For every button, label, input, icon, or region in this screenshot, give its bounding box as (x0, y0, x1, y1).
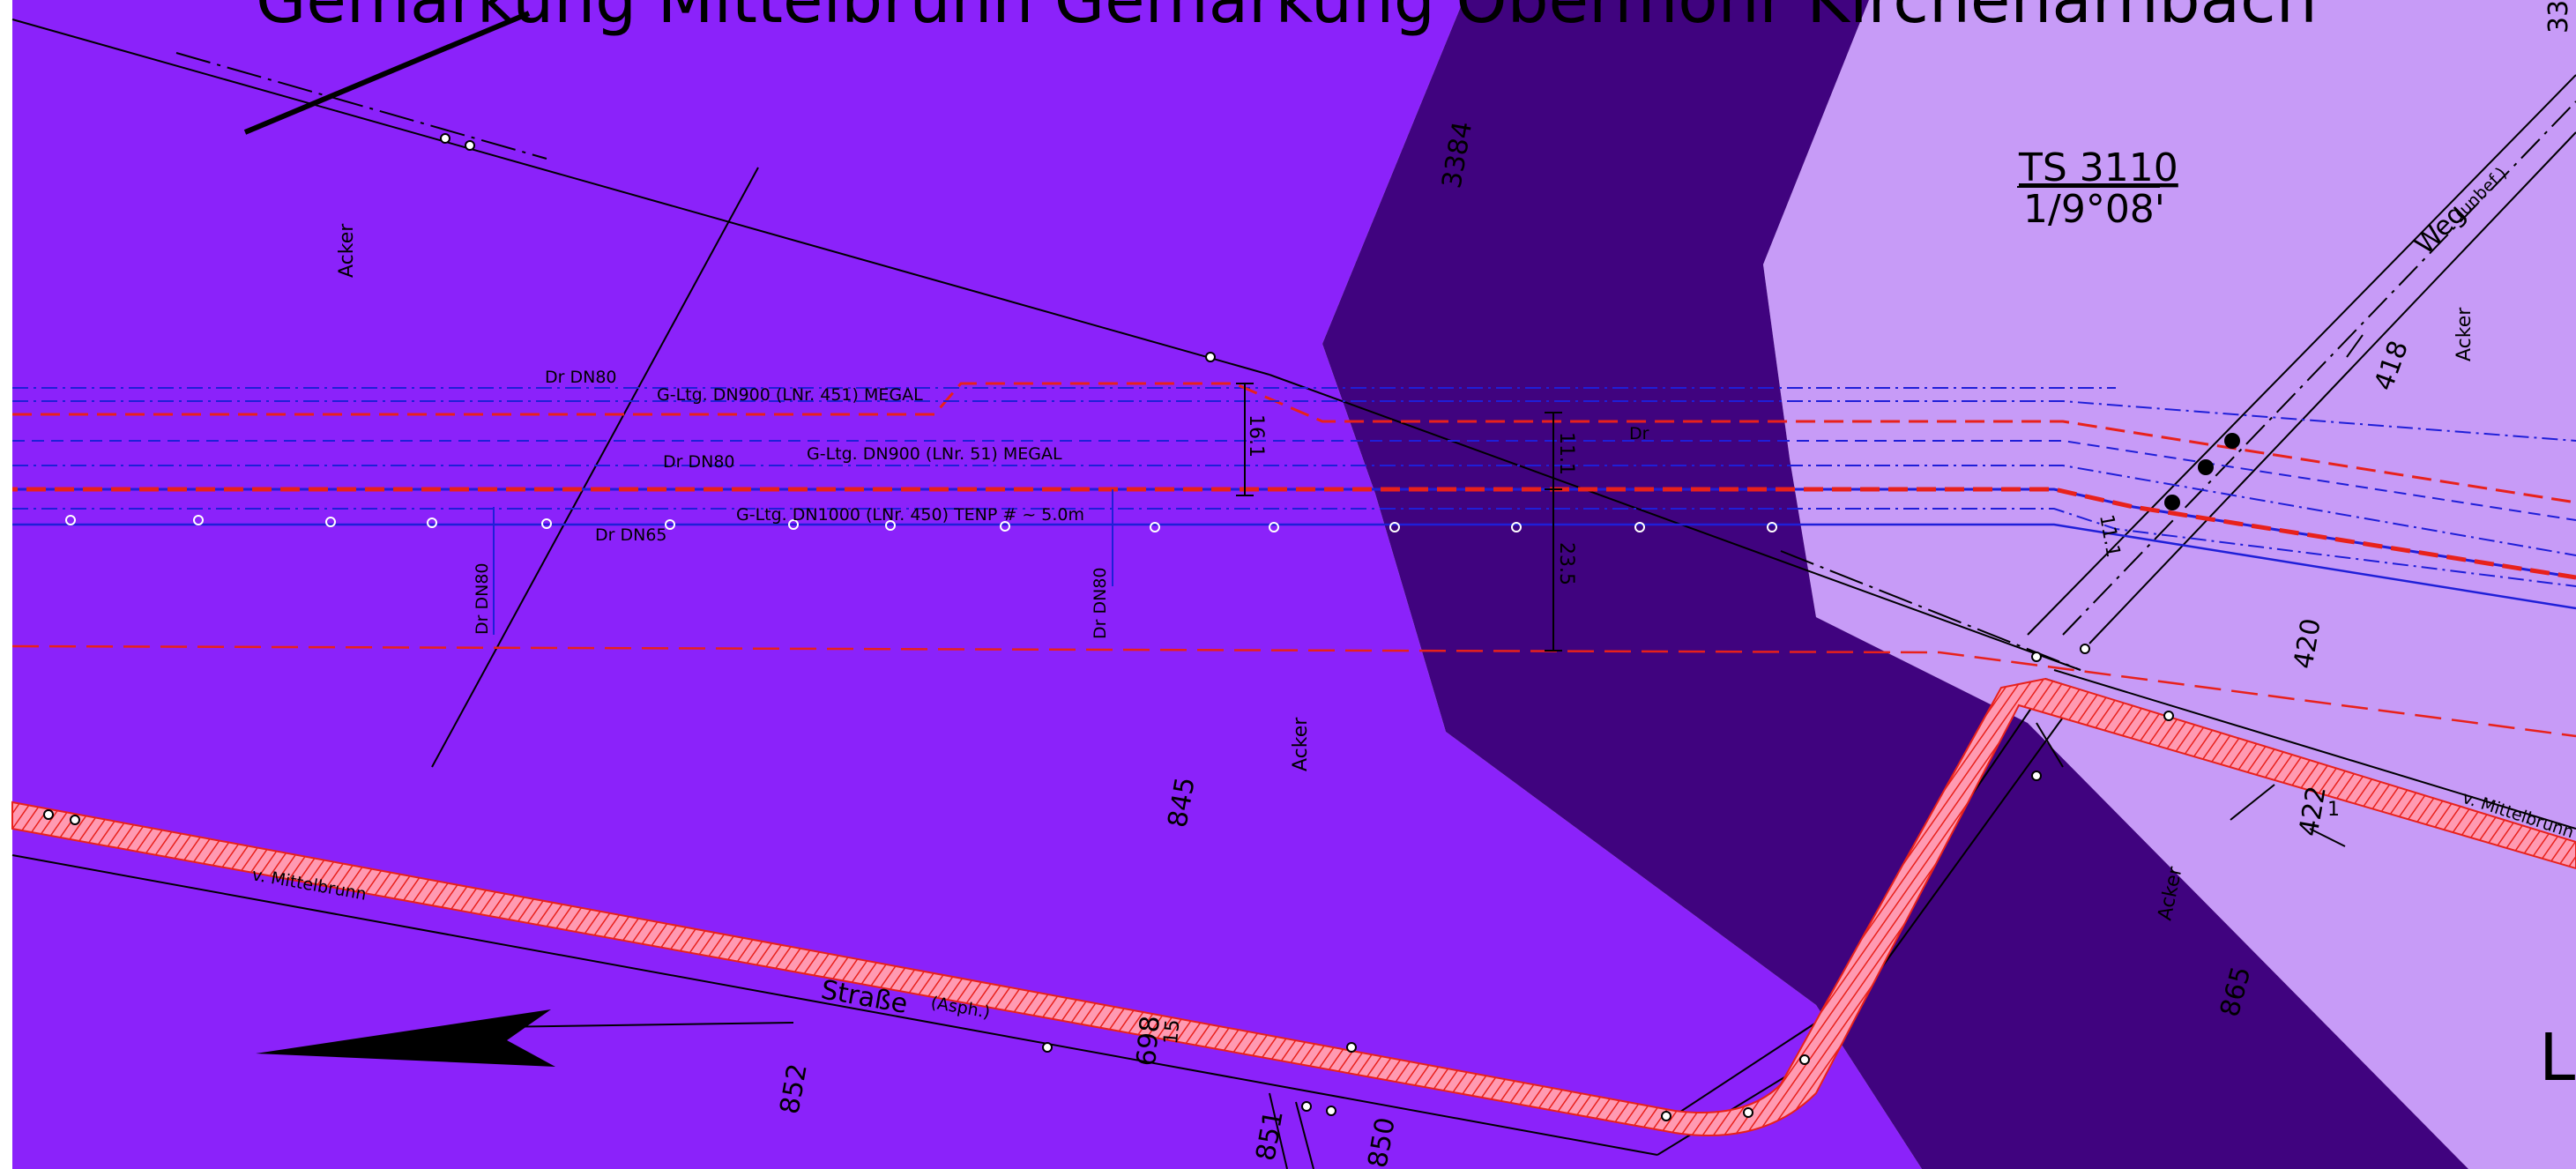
label-dr-dn80-mid: Dr DN80 (663, 452, 735, 472)
crossing-angle: 1/9°08' (2023, 187, 2165, 232)
parcel-698: 698 (1131, 1015, 1166, 1068)
dimension-lines (1236, 334, 2364, 847)
dimension-16-1: 16.1 (1245, 414, 1267, 458)
parcel-15: 15 (1160, 1018, 1184, 1045)
edge-label: L (2539, 1020, 2575, 1096)
pipeline-markers (65, 515, 1777, 532)
dimension-11-1: 11.1 (1555, 432, 1577, 475)
land-use-acker-3: Acker (2453, 307, 2475, 361)
corner-number: 33 (2543, 0, 2574, 34)
road-strasse-hatched (11, 677, 2576, 1136)
label-dr-short: Dr (1629, 424, 1649, 443)
zone-left (12, 0, 1922, 1169)
pipelines (11, 382, 2576, 738)
boundary-stones (43, 133, 2174, 1121)
zone-middle (1322, 0, 2468, 1169)
map-header-title: Gemarkung Mittelbrunn Gemarkung Obermohr… (256, 0, 2318, 38)
label-tenp-450: G-Ltg. DN1000 (LNr. 450) TENP # ~ 5.0m (736, 505, 1084, 525)
label-dr-dn80-top: Dr DN80 (545, 368, 617, 387)
north-arrow-line (243, 11, 531, 135)
land-use-acker-2: Acker (1290, 717, 1312, 771)
label-megal-451: G-Ltg. DN900 (LNr. 451) MEGAL (657, 385, 923, 405)
dimension-23-5: 23.5 (1555, 542, 1577, 585)
white-border-left (0, 0, 12, 1169)
survey-points (2164, 433, 2240, 510)
label-dr-dn65: Dr DN65 (595, 525, 667, 545)
label-megal-51: G-Ltg. DN900 (LNr. 51) MEGAL (807, 444, 1062, 464)
parcel-1: 1 (2327, 799, 2340, 821)
direction-arrow (256, 1009, 555, 1067)
label-dr-dn80-left-vertical: Dr DN80 (473, 562, 492, 635)
crossing-id: TS 3110 (2018, 145, 2178, 190)
land-use-acker-1: Acker (336, 223, 358, 278)
zone-right (1763, 0, 2576, 1169)
label-dr-dn80-right-vertical: Dr DN80 (1091, 567, 1110, 639)
